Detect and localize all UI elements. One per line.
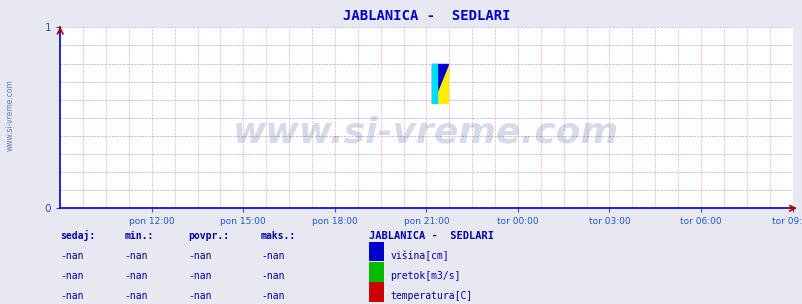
Polygon shape [431, 64, 436, 103]
Text: temperatura[C]: temperatura[C] [390, 291, 472, 301]
Text: JABLANICA -  SEDLARI: JABLANICA - SEDLARI [369, 231, 494, 241]
Text: -nan: -nan [60, 251, 83, 261]
Text: -nan: -nan [261, 291, 284, 301]
Polygon shape [431, 64, 448, 103]
Text: min.:: min.: [124, 231, 154, 241]
Text: www.si-vreme.com: www.si-vreme.com [233, 115, 618, 149]
Text: www.si-vreme.com: www.si-vreme.com [6, 80, 15, 151]
Text: -nan: -nan [261, 271, 284, 281]
Text: -nan: -nan [188, 251, 212, 261]
Text: maks.:: maks.: [261, 231, 296, 241]
Text: -nan: -nan [188, 271, 212, 281]
Title: JABLANICA -  SEDLARI: JABLANICA - SEDLARI [342, 9, 509, 23]
Text: sedaj:: sedaj: [60, 230, 95, 241]
Polygon shape [431, 64, 448, 103]
Text: -nan: -nan [124, 291, 148, 301]
Text: -nan: -nan [124, 251, 148, 261]
Text: višina[cm]: višina[cm] [390, 250, 448, 261]
Text: pretok[m3/s]: pretok[m3/s] [390, 271, 460, 281]
Text: -nan: -nan [60, 291, 83, 301]
Text: povpr.:: povpr.: [188, 231, 229, 241]
Text: -nan: -nan [60, 271, 83, 281]
Text: -nan: -nan [261, 251, 284, 261]
Text: -nan: -nan [124, 271, 148, 281]
Text: -nan: -nan [188, 291, 212, 301]
